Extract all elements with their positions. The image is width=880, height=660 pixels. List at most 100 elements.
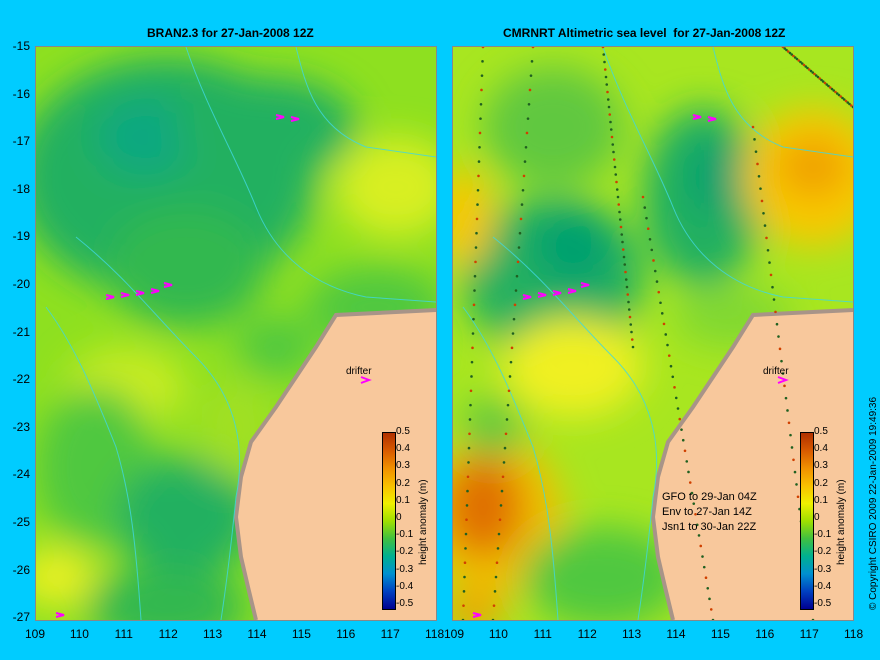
track-point	[473, 274, 477, 278]
track-point	[832, 89, 836, 92]
track-point	[505, 418, 509, 421]
track-point	[688, 481, 692, 484]
left-map-title: BRAN2.3 for 27-Jan-2008 12Z	[147, 26, 314, 40]
track-point	[839, 95, 843, 98]
right-map-panel	[452, 46, 854, 621]
track-point	[625, 285, 629, 289]
track-point	[778, 347, 782, 351]
track-point	[468, 418, 472, 421]
track-point	[601, 47, 605, 49]
x-tick-label: 112	[158, 627, 178, 641]
track-point	[499, 504, 503, 507]
track-point	[465, 518, 468, 522]
track-point	[480, 88, 483, 92]
track-point	[754, 150, 758, 153]
track-point	[811, 618, 815, 620]
track-point	[786, 50, 790, 53]
track-point	[464, 532, 468, 536]
colorbar-tick-label: 0.4	[396, 443, 410, 455]
track-point	[462, 604, 465, 607]
x-tick-label: 116	[755, 627, 775, 641]
track-point	[783, 384, 786, 388]
track-point	[606, 98, 610, 101]
x-tick-label: 111	[533, 627, 552, 641]
y-tick-label: -21	[12, 324, 30, 339]
colorbar-tick-label: 0.2	[396, 477, 410, 489]
track-point	[796, 495, 800, 499]
track-point	[687, 470, 690, 474]
track-point	[709, 608, 713, 611]
track-point	[608, 113, 612, 116]
track-point	[613, 165, 617, 169]
track-point	[646, 227, 650, 231]
track-point	[519, 217, 523, 221]
track-point	[467, 446, 471, 450]
track-point	[604, 75, 608, 79]
track-point	[624, 278, 628, 281]
track-point	[708, 597, 711, 601]
track-point	[849, 104, 853, 107]
bathymetry-contours	[462, 47, 853, 620]
x-tick-label: 109	[24, 627, 46, 641]
track-point	[692, 502, 696, 505]
x-tick-label: 115	[291, 627, 311, 641]
track-point	[690, 491, 694, 495]
track-point	[466, 489, 469, 493]
x-tick-label: 114	[247, 627, 267, 641]
track-point	[621, 240, 624, 244]
track-point	[498, 518, 502, 522]
track-point	[823, 81, 827, 85]
track-point	[795, 57, 799, 61]
track-point	[609, 120, 612, 124]
track-point	[476, 188, 480, 192]
track-point	[787, 421, 791, 425]
track-point	[474, 246, 478, 249]
track-point	[759, 187, 762, 190]
track-point	[785, 48, 788, 52]
track-point	[610, 135, 614, 139]
track-point	[846, 101, 850, 104]
colorbar-tick-label: -0.5	[396, 598, 414, 609]
track-point	[472, 317, 475, 321]
track-point	[510, 346, 514, 350]
track-point	[706, 586, 710, 590]
track-point	[627, 300, 630, 304]
satellite-note-gfo: GFO to 29-Jan 04Z	[662, 491, 757, 503]
track-point	[477, 160, 481, 163]
track-point	[514, 289, 518, 292]
track-point	[630, 338, 634, 341]
track-point	[602, 53, 606, 56]
track-point	[607, 105, 611, 109]
track-point	[615, 180, 618, 184]
track-point	[521, 188, 525, 192]
x-tick-label: 109	[443, 627, 465, 641]
track-point	[471, 332, 475, 335]
track-point	[523, 160, 527, 163]
track-point	[627, 308, 631, 311]
track-point	[530, 60, 534, 63]
track-point	[659, 301, 662, 305]
track-point	[648, 238, 652, 241]
track-point	[520, 203, 524, 206]
track-point	[799, 60, 802, 64]
track-point	[844, 99, 848, 103]
colorbar-tick-label: 0	[396, 512, 402, 523]
track-point	[795, 483, 798, 486]
track-point	[481, 47, 485, 49]
colorbar-tick-label: -0.1	[814, 529, 832, 541]
y-tick-label: -27	[12, 610, 30, 625]
track-point	[775, 322, 779, 326]
left-colorbar	[382, 432, 396, 610]
track-point	[605, 83, 609, 86]
track-point	[466, 475, 470, 479]
x-tick-label: 110	[69, 627, 89, 641]
track-point	[811, 71, 815, 74]
track-point	[788, 51, 792, 55]
track-point	[666, 343, 669, 347]
track-point	[818, 77, 822, 80]
track-point	[835, 92, 839, 95]
track-point	[837, 93, 841, 97]
x-tick-label: 113	[203, 627, 223, 641]
track-point	[792, 54, 795, 58]
satellite-note-jsn1: Jsn1 to 30-Jan 22Z	[662, 521, 757, 533]
